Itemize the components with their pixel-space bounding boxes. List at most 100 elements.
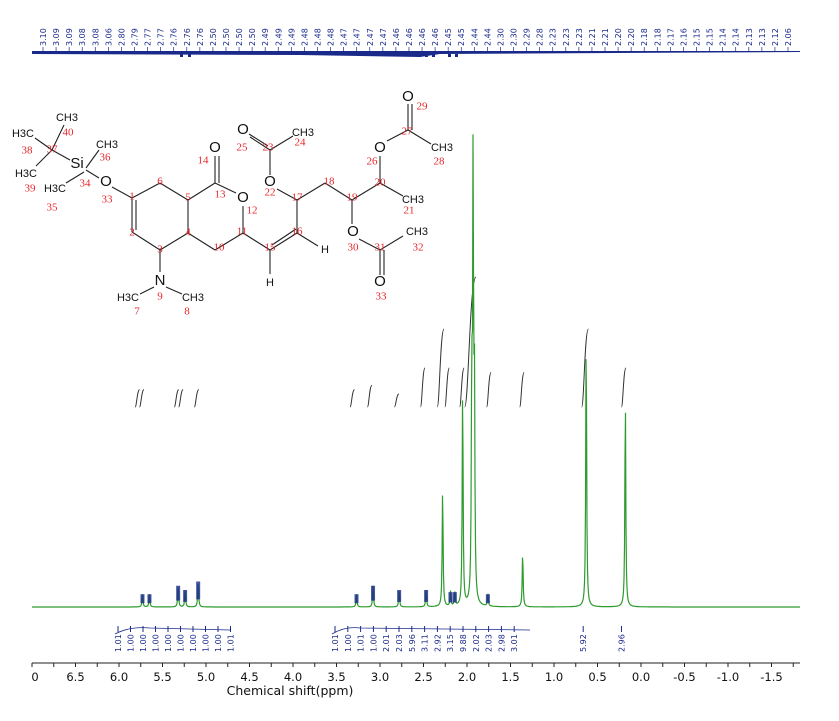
integral-curve: [519, 371, 525, 408]
peak-shift-label: 2.14: [719, 28, 728, 46]
integral-curve: [620, 367, 627, 408]
x-axis-title: Chemical shift(ppm): [227, 683, 354, 698]
integral-value: 1.00: [164, 634, 173, 652]
peak-shift-label: 3.10: [39, 28, 48, 46]
peak-shift-label: 2.77: [157, 28, 166, 46]
integral-value: 2.03: [395, 634, 404, 652]
peak-shift-label: 2.23: [549, 28, 558, 46]
integral-curve: [173, 389, 180, 408]
atom-number: 33: [102, 194, 114, 206]
bond: [379, 182, 404, 197]
peak-multiplet-mark: [147, 594, 152, 604]
integral-value: 2.92: [433, 634, 442, 652]
peak-shift-label: 2.14: [732, 28, 741, 46]
integral-curve: [138, 389, 145, 408]
peak-shift-label: 2.48: [313, 28, 322, 46]
integral-value: 3.11: [421, 634, 430, 652]
bond: [131, 231, 161, 251]
bond: [111, 186, 133, 199]
peak-multiplet-mark: [371, 585, 376, 601]
peak-shift-label: 2.06: [784, 28, 793, 46]
peak-shift-label: 3.09: [52, 28, 61, 46]
peak-shift-label: 2.15: [693, 28, 702, 46]
peak-shift-label: 2.80: [117, 28, 126, 46]
integral-curve: [459, 367, 465, 408]
bond: [358, 238, 381, 251]
peak-shift-label: 2.46: [392, 28, 401, 46]
atom-number: 7: [134, 306, 140, 318]
peak-shift-label: 2.30: [496, 28, 505, 46]
spectrum-trace: [32, 134, 800, 608]
atom-number: 11: [237, 226, 248, 238]
atom-number: 12: [247, 205, 258, 217]
peak-shift-label: 2.16: [679, 28, 688, 46]
atom-number: 20: [375, 177, 387, 189]
peak-label-connector-band: [32, 51, 800, 57]
peak-marker: [432, 54, 435, 57]
integral-value: 1.00: [152, 634, 161, 652]
atom-number: 29: [417, 101, 429, 113]
peak-shift-label: 2.21: [588, 28, 597, 46]
atom-number: 13: [215, 189, 227, 201]
integral-curve: [420, 367, 426, 408]
peak-shift-label: 2.45: [444, 28, 453, 46]
integral-value: 1.00: [202, 634, 211, 652]
bond: [269, 232, 298, 251]
atom-label: CH3: [431, 142, 453, 154]
integral-curve: [581, 328, 589, 408]
atom-number: 6: [157, 176, 163, 188]
peak-shift-label: 2.13: [745, 28, 754, 46]
bond: [379, 235, 404, 251]
atom-number: 27: [402, 126, 414, 138]
peak-shift-label: 2.23: [575, 28, 584, 46]
atom-number: 30: [348, 242, 360, 254]
bond: [324, 182, 353, 201]
bond: [34, 137, 53, 151]
integral-value: 1.00: [344, 634, 353, 652]
peak-shift-label: 2.48: [327, 28, 336, 46]
atom-number: 33: [376, 291, 388, 303]
bond: [386, 129, 409, 142]
bond: [85, 149, 100, 169]
bond: [51, 149, 71, 161]
atom-label: CH3: [182, 292, 204, 304]
integral-value: 2.98: [497, 634, 506, 652]
peak-shift-label: 2.44: [470, 28, 479, 46]
peak-shift-label: 2.50: [222, 28, 231, 46]
atom-number: 23: [263, 142, 275, 154]
peak-shift-label: 2.50: [235, 28, 244, 46]
peak-shift-label: 3.09: [65, 28, 74, 46]
integral-value: 5.92: [579, 634, 588, 652]
integral-curve: [486, 371, 492, 408]
x-tick-label: 3.0: [371, 670, 389, 684]
atom-label: O: [347, 223, 359, 240]
atom-label: H3C: [12, 128, 34, 140]
integral-value: 2.03: [485, 634, 494, 652]
bond: [269, 135, 294, 151]
integral-value: 1.01: [331, 634, 340, 652]
x-tick-label: 3.5: [327, 670, 345, 684]
atom-number: 8: [184, 306, 190, 318]
x-tick-label: -0.5: [673, 670, 695, 684]
peak-shift-label: 3.08: [78, 28, 87, 46]
peak-shift-label: 2.23: [562, 28, 571, 46]
bond: [296, 232, 319, 247]
atom-number: 32: [413, 242, 424, 254]
atom-number: 40: [63, 127, 75, 139]
peak-marker: [455, 54, 458, 57]
peak-shift-label: 2.12: [771, 28, 780, 46]
integral-bracket: [331, 627, 531, 635]
peak-marker: [180, 54, 183, 57]
atom-number: 38: [22, 145, 34, 157]
atom-number: 35: [47, 202, 59, 214]
peak-shift-label: 2.30: [510, 28, 519, 46]
bond: [139, 286, 155, 295]
integral-value: 3.01: [510, 634, 519, 652]
integral-bracket: [114, 627, 231, 635]
atom-number: 16: [292, 226, 304, 238]
bond: [187, 232, 216, 251]
atom-number: 24: [295, 137, 307, 149]
atom-label: O: [264, 173, 276, 190]
integral-curve: [134, 389, 141, 408]
integral-curve: [193, 389, 200, 408]
